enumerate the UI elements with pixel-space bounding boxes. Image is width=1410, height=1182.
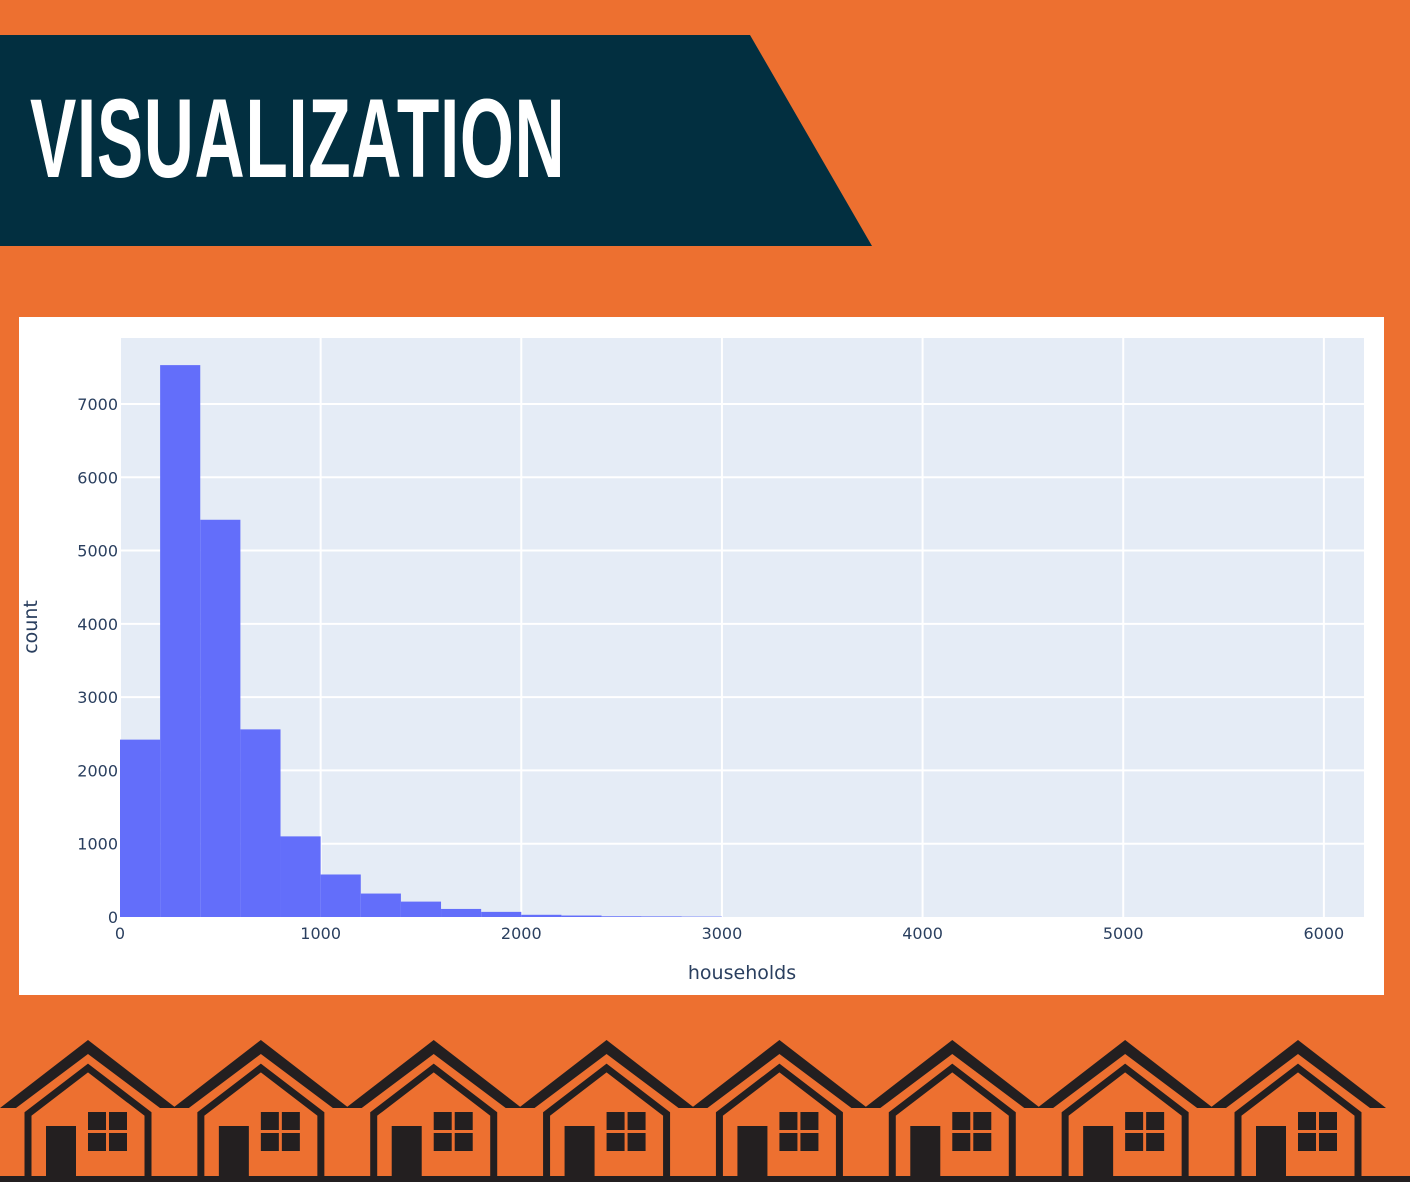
histogram-bar[interactable]: [360, 893, 401, 917]
ground-line: [0, 1176, 1410, 1182]
houses-decoration: [0, 1040, 1410, 1182]
x-tick-label: 2000: [501, 924, 542, 943]
x-tick-label: 4000: [902, 924, 943, 943]
plot-area: [120, 338, 1364, 917]
histogram-bar[interactable]: [561, 915, 602, 917]
histogram-bar[interactable]: [641, 916, 682, 917]
histogram-chart: 0 1000 2000 3000 4000 5000 6000 0 1000 2000 3000 4…: [20, 338, 1364, 984]
histogram-bar[interactable]: [481, 911, 522, 917]
chart-card: 0 1000 2000 3000 4000 5000 6000 0 1000 2000 3000 4…: [19, 317, 1384, 995]
x-axis-label: households: [688, 962, 796, 984]
y-tick-label: 7000: [77, 395, 118, 414]
y-tick-label: 1000: [77, 835, 118, 854]
x-tick-label: 5000: [1103, 924, 1144, 943]
histogram-bar[interactable]: [280, 836, 321, 917]
house-icon: [345, 1040, 522, 1182]
histogram-bar[interactable]: [200, 519, 241, 917]
house-icon: [864, 1040, 1041, 1182]
histogram-bar[interactable]: [120, 739, 161, 917]
x-tick-label: 1000: [300, 924, 341, 943]
house-icon: [0, 1040, 176, 1182]
page-title: VISUALIZATION: [30, 76, 566, 201]
y-tick-label: 3000: [77, 688, 118, 707]
house-icon: [518, 1040, 695, 1182]
y-tick-label: 4000: [77, 615, 118, 634]
house-icon: [1037, 1040, 1214, 1182]
histogram-bar[interactable]: [521, 914, 562, 917]
x-tick-label: 3000: [702, 924, 743, 943]
house-icon: [1210, 1040, 1386, 1182]
y-tick-label: 6000: [77, 468, 118, 487]
y-tick-label: 5000: [77, 542, 118, 561]
histogram-bar[interactable]: [601, 916, 642, 917]
house-icon: [172, 1040, 349, 1182]
y-tick-label: 0: [108, 908, 118, 927]
x-tick-label: 0: [115, 924, 125, 943]
histogram-bar[interactable]: [240, 729, 281, 917]
histogram-bar[interactable]: [441, 908, 482, 917]
y-axis-label: count: [20, 600, 42, 654]
histogram-bar[interactable]: [160, 365, 201, 917]
house-icon: [691, 1040, 868, 1182]
histogram-bar[interactable]: [320, 874, 361, 917]
y-tick-label: 2000: [77, 761, 118, 780]
x-tick-label: 6000: [1304, 924, 1345, 943]
title-banner: [0, 35, 872, 246]
histogram-bar[interactable]: [400, 901, 442, 917]
